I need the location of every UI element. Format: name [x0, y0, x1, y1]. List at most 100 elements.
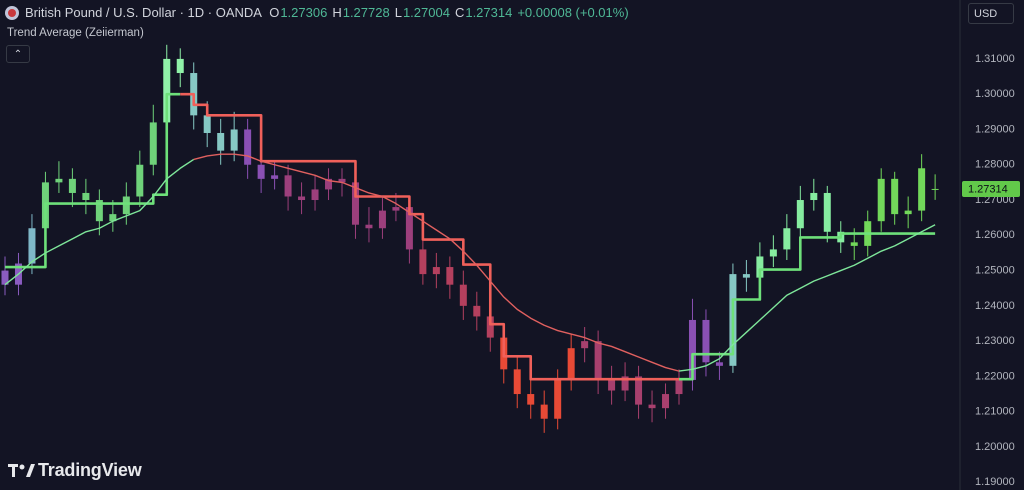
y-tick-label: 1.30000 [975, 88, 1015, 100]
candle-body [594, 341, 602, 380]
candle-body [244, 129, 252, 165]
candle-body [513, 369, 521, 395]
candle-body [203, 115, 211, 133]
candle-body [136, 164, 144, 197]
ohlc-label: C [454, 5, 465, 20]
candle-body [257, 164, 265, 179]
currency-button[interactable]: USD [968, 3, 1014, 24]
ohlc-label: L [394, 5, 402, 20]
ohlc-value: 1.27728 [342, 5, 390, 20]
candle-body [68, 178, 76, 193]
candle-body [351, 182, 359, 225]
candle-body [163, 58, 171, 123]
trend-average-line [193, 153, 680, 372]
price-axis [960, 0, 1024, 490]
candle-body [877, 178, 885, 222]
candle-body [122, 196, 130, 215]
candle-body [931, 188, 939, 190]
candle-body [109, 214, 117, 222]
candle-body [486, 316, 494, 338]
candle-body [419, 249, 427, 275]
ohlc-label: O [269, 5, 280, 20]
candle-body [742, 274, 750, 278]
y-tick-label: 1.23000 [975, 335, 1015, 347]
candle-body [284, 175, 292, 197]
trend-average-line [4, 158, 936, 372]
y-tick-label: 1.25000 [975, 264, 1015, 276]
candle-body [473, 305, 481, 317]
y-tick-label: 1.22000 [975, 370, 1015, 382]
candle-body [648, 404, 656, 409]
candle-body [95, 200, 103, 222]
candle-body [918, 168, 926, 211]
candle-body [459, 284, 467, 306]
candle-body [230, 129, 238, 151]
collapse-button[interactable]: ⌃ [6, 45, 30, 63]
change: +0.00008 (+0.01%) [517, 5, 629, 20]
candle-body [149, 122, 157, 165]
header: British Pound / U.S. Dollar · 1D · OANDA… [25, 5, 634, 20]
candle-body [621, 376, 629, 391]
candle-body [635, 376, 643, 405]
candle-body [392, 207, 400, 211]
candle-body [756, 256, 764, 278]
ohlc-value: 1.27306 [280, 5, 328, 20]
brand-logo [8, 464, 35, 477]
candle-body [325, 178, 333, 190]
ohlc-label: H [332, 5, 342, 20]
y-tick-label: 1.31000 [975, 53, 1015, 65]
candle-body [554, 379, 562, 419]
trend-step-line [5, 92, 936, 381]
y-tick-label: 1.24000 [975, 300, 1015, 312]
candle-body [581, 341, 589, 349]
candle-body [446, 267, 454, 285]
ohlc-value: 1.27314 [465, 5, 513, 20]
candle-body [662, 394, 670, 409]
y-tick-label: 1.29000 [975, 123, 1015, 135]
candle-body [688, 319, 696, 380]
candle-body [176, 58, 184, 74]
candle-body [675, 379, 683, 395]
y-tick-label: 1.21000 [975, 406, 1015, 418]
candle-body [365, 224, 373, 229]
candle-body [378, 210, 386, 229]
candle-body [783, 228, 791, 250]
candle-body [891, 178, 899, 215]
candle-body [311, 189, 319, 201]
symbol-icon-inner [8, 9, 16, 17]
candle-body [1, 270, 9, 285]
ohlc-value: 1.27004 [402, 5, 450, 20]
candle-body [432, 267, 440, 275]
indicator-label: Trend Average (Zeiierman) [7, 27, 144, 39]
brand: TradingView [38, 460, 142, 480]
candle-body [810, 192, 818, 201]
last-price-tag [962, 180, 1020, 197]
candle-body [567, 348, 575, 380]
candle-body [28, 228, 36, 264]
candle-body [823, 192, 831, 232]
candle-body [271, 175, 279, 179]
candle-body [715, 362, 723, 366]
candle-body [405, 207, 413, 250]
candle-body [769, 249, 777, 257]
title: British Pound / U.S. Dollar · 1D · OANDA [25, 5, 262, 20]
candle-body [608, 379, 616, 391]
candle-body [527, 394, 535, 405]
y-tick-label: 1.19000 [975, 476, 1015, 488]
candle-body [904, 210, 912, 215]
y-tick-label: 1.28000 [975, 159, 1015, 171]
last-price-label: 1.27314 [968, 183, 1008, 195]
candle-body [55, 178, 63, 183]
candle-body [796, 200, 804, 229]
candle-body [298, 196, 306, 201]
candle-body [82, 192, 90, 201]
y-tick-label: 1.26000 [975, 229, 1015, 241]
candle-body [850, 242, 858, 246]
candle-body [702, 319, 710, 363]
trend-step-line [180, 92, 679, 381]
candle-body [540, 404, 548, 419]
y-tick-label: 1.20000 [975, 441, 1015, 453]
candle-body [338, 178, 346, 183]
